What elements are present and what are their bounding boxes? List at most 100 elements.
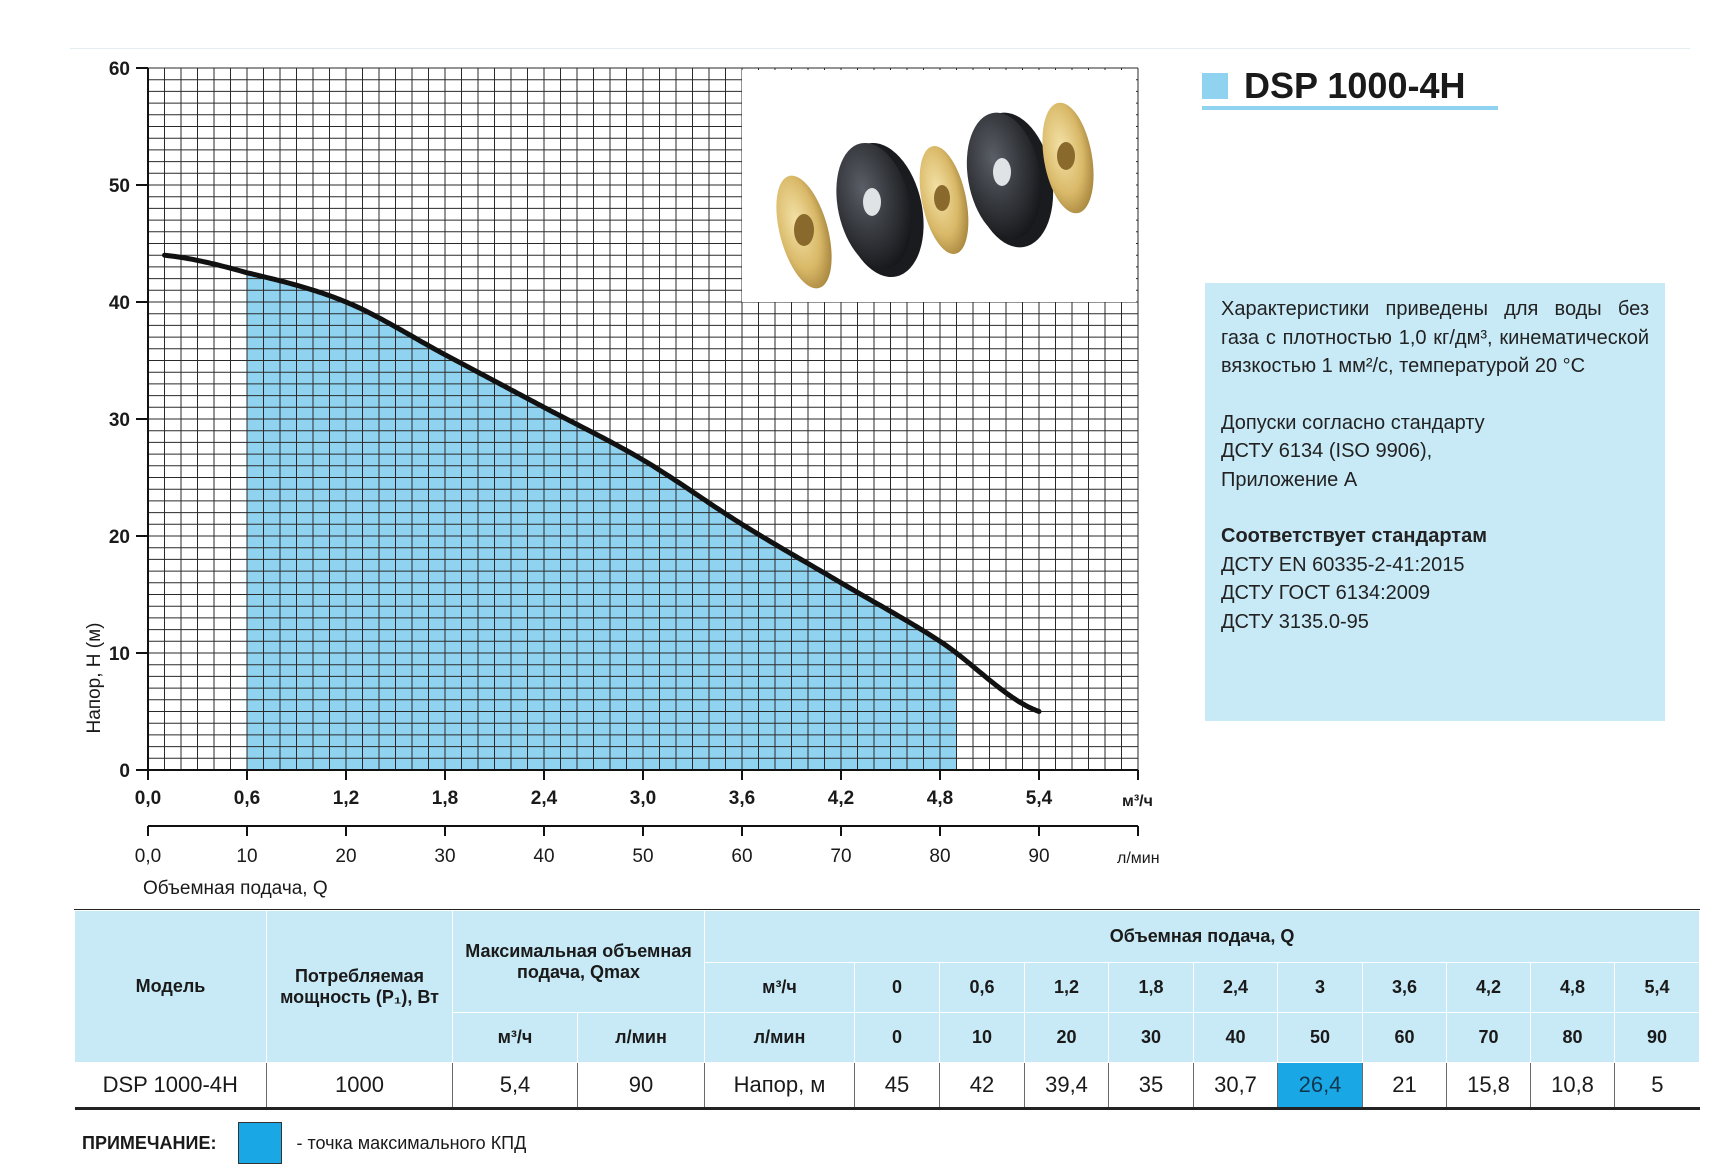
info-box: Характеристики приведены для воды без га…	[1205, 283, 1665, 721]
cell-head-label: Напор, м	[704, 1062, 855, 1110]
curve-point	[939, 640, 941, 642]
flow-m3h-header: 0,6	[939, 962, 1026, 1013]
brass-impeller-icon	[776, 175, 832, 289]
x2-tick-label: 90	[1028, 846, 1049, 867]
y-tick-label: 20	[109, 527, 130, 548]
efficiency-swatch	[238, 1122, 283, 1164]
curve-point	[345, 301, 347, 303]
flow-lmin-header: 50	[1277, 1012, 1364, 1063]
standard-item: ДСТУ ГОСТ 6134:2009	[1221, 582, 1431, 604]
header-model: Модель	[74, 910, 267, 1063]
rubber-diffuser-icon	[836, 142, 924, 278]
x2-axis-unit: л/мин	[1117, 850, 1160, 867]
head-value-cell: 39,4	[1024, 1062, 1109, 1110]
model-title: DSP 1000-4H	[1202, 62, 1465, 110]
x2-tick-label: 50	[632, 846, 653, 867]
flow-lmin-header: 80	[1530, 1012, 1616, 1063]
flow-lmin-header: 10	[939, 1012, 1026, 1063]
y-tick-label: 30	[109, 410, 130, 431]
brass-impeller-icon	[1042, 102, 1094, 214]
header-qmax-unit-lmin: л/мин	[576, 1012, 706, 1063]
spec-table: Модель Потребляемая мощность (P₁), Вт Ма…	[74, 910, 1701, 1110]
flow-m3h-header: 4,2	[1446, 962, 1532, 1013]
flow-m3h-header: 3	[1277, 962, 1364, 1013]
flow-m3h-header: 4,8	[1530, 962, 1616, 1013]
curve-point	[164, 254, 165, 256]
header-power: Потребляемая мощность (P₁), Вт	[266, 910, 453, 1063]
x2-tick-label: 80	[929, 846, 950, 867]
x-tick-label: 3,0	[630, 788, 656, 809]
x2-axis-label: Объемная подача, Q	[143, 878, 328, 899]
flow-lmin-header: 20	[1024, 1012, 1110, 1063]
flow-m3h-header: 2,4	[1193, 962, 1279, 1013]
title-underline	[1202, 106, 1498, 110]
curve-point	[543, 406, 545, 408]
x-axis-unit: м³/ч	[1122, 793, 1153, 810]
conditions-text: Характеристики приведены для воды без га…	[1221, 298, 1649, 377]
curve-point	[444, 354, 446, 356]
y-tick-label: 60	[109, 59, 130, 80]
flow-m3h-header: 5,4	[1614, 962, 1701, 1013]
head-value-cell: 45	[854, 1062, 940, 1110]
brass-impeller-icon	[919, 146, 969, 254]
title-square-icon	[1202, 73, 1228, 99]
head-value-cell: 10,8	[1530, 1062, 1615, 1110]
flow-m3h-header: 0	[854, 962, 941, 1013]
y-tick-label: 0	[119, 761, 130, 782]
y-tick-label: 10	[109, 644, 130, 665]
y-tick-label: 50	[109, 176, 130, 197]
flow-lmin-header: 0	[854, 1012, 941, 1063]
tolerance-line: Допуски согласно стандарту	[1221, 411, 1485, 434]
x2-tick-label: 0,0	[135, 846, 161, 867]
x-tick-label: 1,2	[333, 788, 359, 809]
x-tick-label: 4,2	[828, 788, 854, 809]
flow-m3h-header: 1,8	[1108, 962, 1195, 1013]
standard-item: ДСТУ 3135.0-95	[1221, 610, 1369, 633]
pump-curve-line	[162, 252, 1042, 714]
x2-tick-label: 40	[533, 846, 554, 867]
note: ПРИМЕЧАНИЕ: - точка максимального КПД	[82, 1122, 526, 1164]
flow-lmin-header: 60	[1362, 1012, 1448, 1063]
x-tick-label: 4,8	[927, 788, 953, 809]
standard-item: ДСТУ EN 60335-2-41:2015	[1221, 553, 1465, 576]
x-tick-label: 1,8	[432, 788, 458, 809]
header-flow-unit-m3h: м³/ч	[704, 962, 856, 1013]
x2-tick-label: 30	[434, 846, 455, 867]
cell-qmax-m3h: 5,4	[452, 1062, 578, 1110]
x-tick-label: 5,4	[1026, 788, 1053, 809]
y-tick-label: 40	[109, 293, 130, 314]
tolerance-line: Приложение А	[1221, 468, 1358, 491]
cell-model: DSP 1000-4H	[74, 1062, 267, 1110]
note-label: ПРИМЕЧАНИЕ:	[82, 1132, 217, 1153]
head-value-cell: 42	[939, 1062, 1025, 1110]
flow-m3h-header: 1,2	[1024, 962, 1110, 1013]
rubber-diffuser-icon	[966, 112, 1054, 248]
curve-point	[246, 272, 248, 274]
x-tick-label: 2,4	[531, 788, 558, 809]
x-tick-label: 0,0	[135, 788, 161, 809]
x2-tick-label: 60	[731, 846, 752, 867]
standards-heading: Соответствует стандартам	[1221, 525, 1487, 547]
x2-tick-label: 20	[335, 846, 356, 867]
note-text: - точка максимального КПД	[296, 1132, 527, 1153]
x2-tick-label: 70	[830, 846, 851, 867]
tolerance-line: ДСТУ 6134 (ISO 9906),	[1221, 440, 1433, 462]
x2-tick-label: 10	[236, 846, 257, 867]
curve-point	[840, 582, 842, 584]
header-flow-unit-lmin: л/мин	[704, 1012, 856, 1063]
curve-point	[1038, 711, 1040, 712]
head-value-cell: 26,4	[1277, 1062, 1363, 1110]
curve-point	[642, 459, 644, 461]
x-tick-label: 0,6	[234, 788, 260, 809]
head-value-cell: 21	[1362, 1062, 1447, 1110]
head-value-cell: 30,7	[1193, 1062, 1278, 1110]
model-title-text: DSP 1000-4H	[1244, 65, 1466, 106]
cell-power: 1000	[266, 1062, 453, 1110]
operating-range-area	[247, 272, 957, 770]
flow-lmin-header: 40	[1193, 1012, 1279, 1063]
flow-lmin-header: 70	[1446, 1012, 1532, 1063]
y-axis-label: Напор, H (м)	[84, 623, 105, 734]
header-qmax-unit-m3h: м³/ч	[452, 1012, 578, 1063]
header-flow: Объемная подача, Q	[704, 910, 1701, 963]
flow-m3h-header: 3,6	[1362, 962, 1448, 1013]
